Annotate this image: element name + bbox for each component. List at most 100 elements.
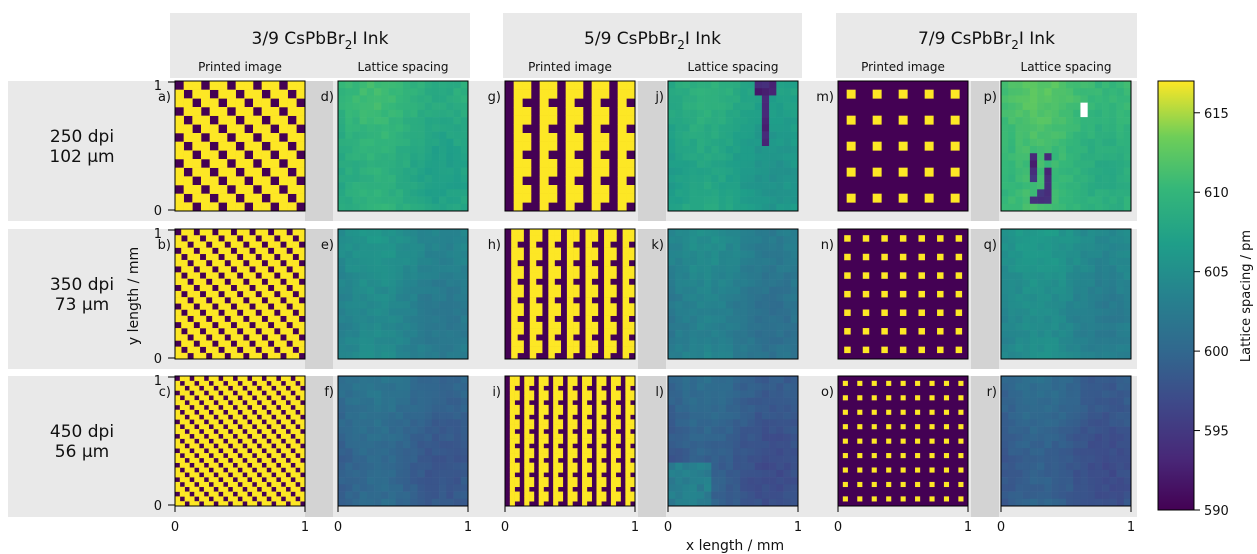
heat-cell xyxy=(1008,455,1016,463)
heat-cell xyxy=(733,344,741,353)
heat-cell xyxy=(711,344,719,353)
ink-cell xyxy=(280,414,287,420)
heat-cell xyxy=(682,477,690,485)
ink-cell xyxy=(270,133,280,142)
heat-cell xyxy=(1058,153,1067,161)
heat-cell xyxy=(776,484,784,492)
ink-cell xyxy=(514,380,520,386)
heat-cell xyxy=(675,301,683,309)
ink-cell xyxy=(548,229,555,236)
ink-cell xyxy=(585,334,592,341)
ink-cell xyxy=(266,404,272,411)
heat-cell xyxy=(352,498,360,507)
ink-cell xyxy=(600,81,610,90)
ink-cell xyxy=(175,253,182,261)
ink-cell xyxy=(230,334,238,341)
heat-cell xyxy=(1066,462,1074,471)
ink-cell xyxy=(898,115,908,125)
heat-cell xyxy=(1123,412,1132,420)
heat-cell xyxy=(446,397,454,406)
heat-cell xyxy=(1015,426,1023,435)
ink-cell xyxy=(591,309,599,316)
heat-cell xyxy=(460,462,469,471)
ink-cell xyxy=(517,253,524,261)
heat-cell xyxy=(761,301,770,309)
heat-cell xyxy=(783,301,792,309)
heat-cell xyxy=(1022,102,1031,111)
heat-cell xyxy=(725,117,734,125)
heat-cell xyxy=(1037,308,1045,316)
heat-cell xyxy=(1001,315,1009,324)
heat-cell xyxy=(711,469,719,478)
ink-cell xyxy=(242,376,248,382)
lattice-heatmap xyxy=(337,228,469,360)
ink-cell xyxy=(266,472,272,478)
x-tick-label: 1 xyxy=(1127,520,1135,535)
ink-cell xyxy=(213,496,219,502)
heat-cell xyxy=(769,102,777,111)
ink-cell xyxy=(208,501,214,507)
ink-cell xyxy=(622,352,630,360)
heat-cell xyxy=(417,196,425,205)
heat-cell xyxy=(417,308,425,316)
heat-cell xyxy=(1123,250,1132,259)
heat-cell xyxy=(747,469,755,478)
ink-cell xyxy=(591,81,601,90)
ink-cell xyxy=(872,167,882,177)
heat-cell xyxy=(754,109,763,118)
heat-cell xyxy=(460,236,469,244)
ink-cell xyxy=(524,443,530,449)
heat-cell xyxy=(359,455,368,463)
heat-cell xyxy=(1109,265,1117,273)
ink-cell xyxy=(600,141,610,151)
ink-cell xyxy=(232,438,238,444)
heat-cell xyxy=(1001,81,1009,89)
ink-cell xyxy=(511,303,518,310)
ink-cell xyxy=(565,141,575,151)
heat-cell xyxy=(453,279,462,288)
ink-cell xyxy=(881,253,888,261)
heat-cell xyxy=(776,243,784,251)
heat-cell xyxy=(1109,229,1117,237)
ink-cell xyxy=(628,346,636,354)
heat-cell xyxy=(359,322,368,331)
heat-cell xyxy=(1123,153,1132,161)
heat-cell xyxy=(446,344,454,353)
heat-cell xyxy=(1066,330,1074,338)
heat-cell xyxy=(410,426,418,435)
ink-cell xyxy=(857,380,863,386)
ink-cell xyxy=(557,419,564,425)
ink-cell xyxy=(929,453,935,459)
heat-cell xyxy=(1109,383,1117,391)
heat-cell xyxy=(696,315,705,324)
heat-cell xyxy=(453,109,462,118)
heat-cell xyxy=(1001,138,1009,147)
ink-cell xyxy=(625,462,631,468)
ink-cell xyxy=(194,414,200,420)
heat-cell xyxy=(453,344,462,353)
ink-cell xyxy=(539,167,549,177)
heat-cell xyxy=(1008,109,1016,118)
heat-cell xyxy=(1109,257,1117,266)
heat-cell xyxy=(682,257,690,266)
heat-cell xyxy=(747,491,755,500)
heat-cell xyxy=(424,272,433,280)
heat-cell xyxy=(1001,294,1009,302)
heat-cell xyxy=(740,138,748,147)
heat-cell xyxy=(1094,455,1103,463)
ink-cell xyxy=(615,409,621,415)
heat-cell xyxy=(345,315,353,324)
heat-cell xyxy=(1109,322,1117,331)
ink-cell xyxy=(511,253,518,261)
heat-cell xyxy=(359,153,368,161)
ink-cell xyxy=(261,303,269,310)
ink-cell xyxy=(224,328,232,335)
heat-cell xyxy=(446,117,454,125)
heat-cell xyxy=(790,390,799,398)
heat-cell xyxy=(754,498,763,507)
heat-cell xyxy=(1080,448,1088,456)
ink-cell xyxy=(572,448,578,454)
heat-cell xyxy=(417,167,425,176)
ink-cell xyxy=(610,390,617,396)
heat-cell xyxy=(733,243,741,251)
